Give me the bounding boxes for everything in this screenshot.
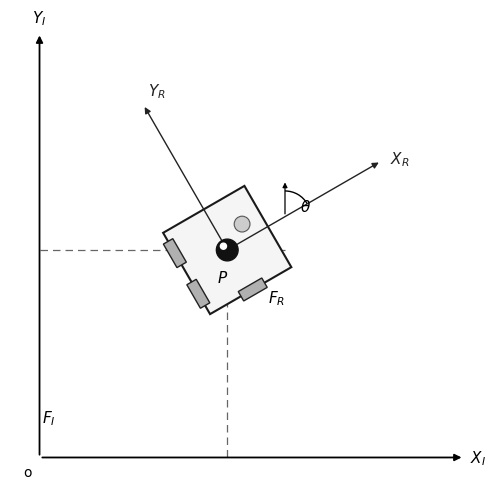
Text: $F_I$: $F_I$ [42,409,56,427]
Circle shape [220,243,226,249]
Text: $Y_R$: $Y_R$ [148,82,166,100]
Polygon shape [163,186,291,315]
Text: o: o [24,465,32,479]
Text: $X_R$: $X_R$ [390,150,410,169]
Circle shape [234,217,250,232]
Circle shape [216,239,238,262]
Polygon shape [187,280,210,309]
Text: $F_R$: $F_R$ [268,289,285,308]
Polygon shape [238,279,267,302]
Text: $X_I$: $X_I$ [470,448,486,467]
Text: $P$: $P$ [217,269,228,285]
Text: $Y_I$: $Y_I$ [33,9,46,28]
Polygon shape [164,239,186,268]
Text: $\theta$: $\theta$ [300,198,311,214]
